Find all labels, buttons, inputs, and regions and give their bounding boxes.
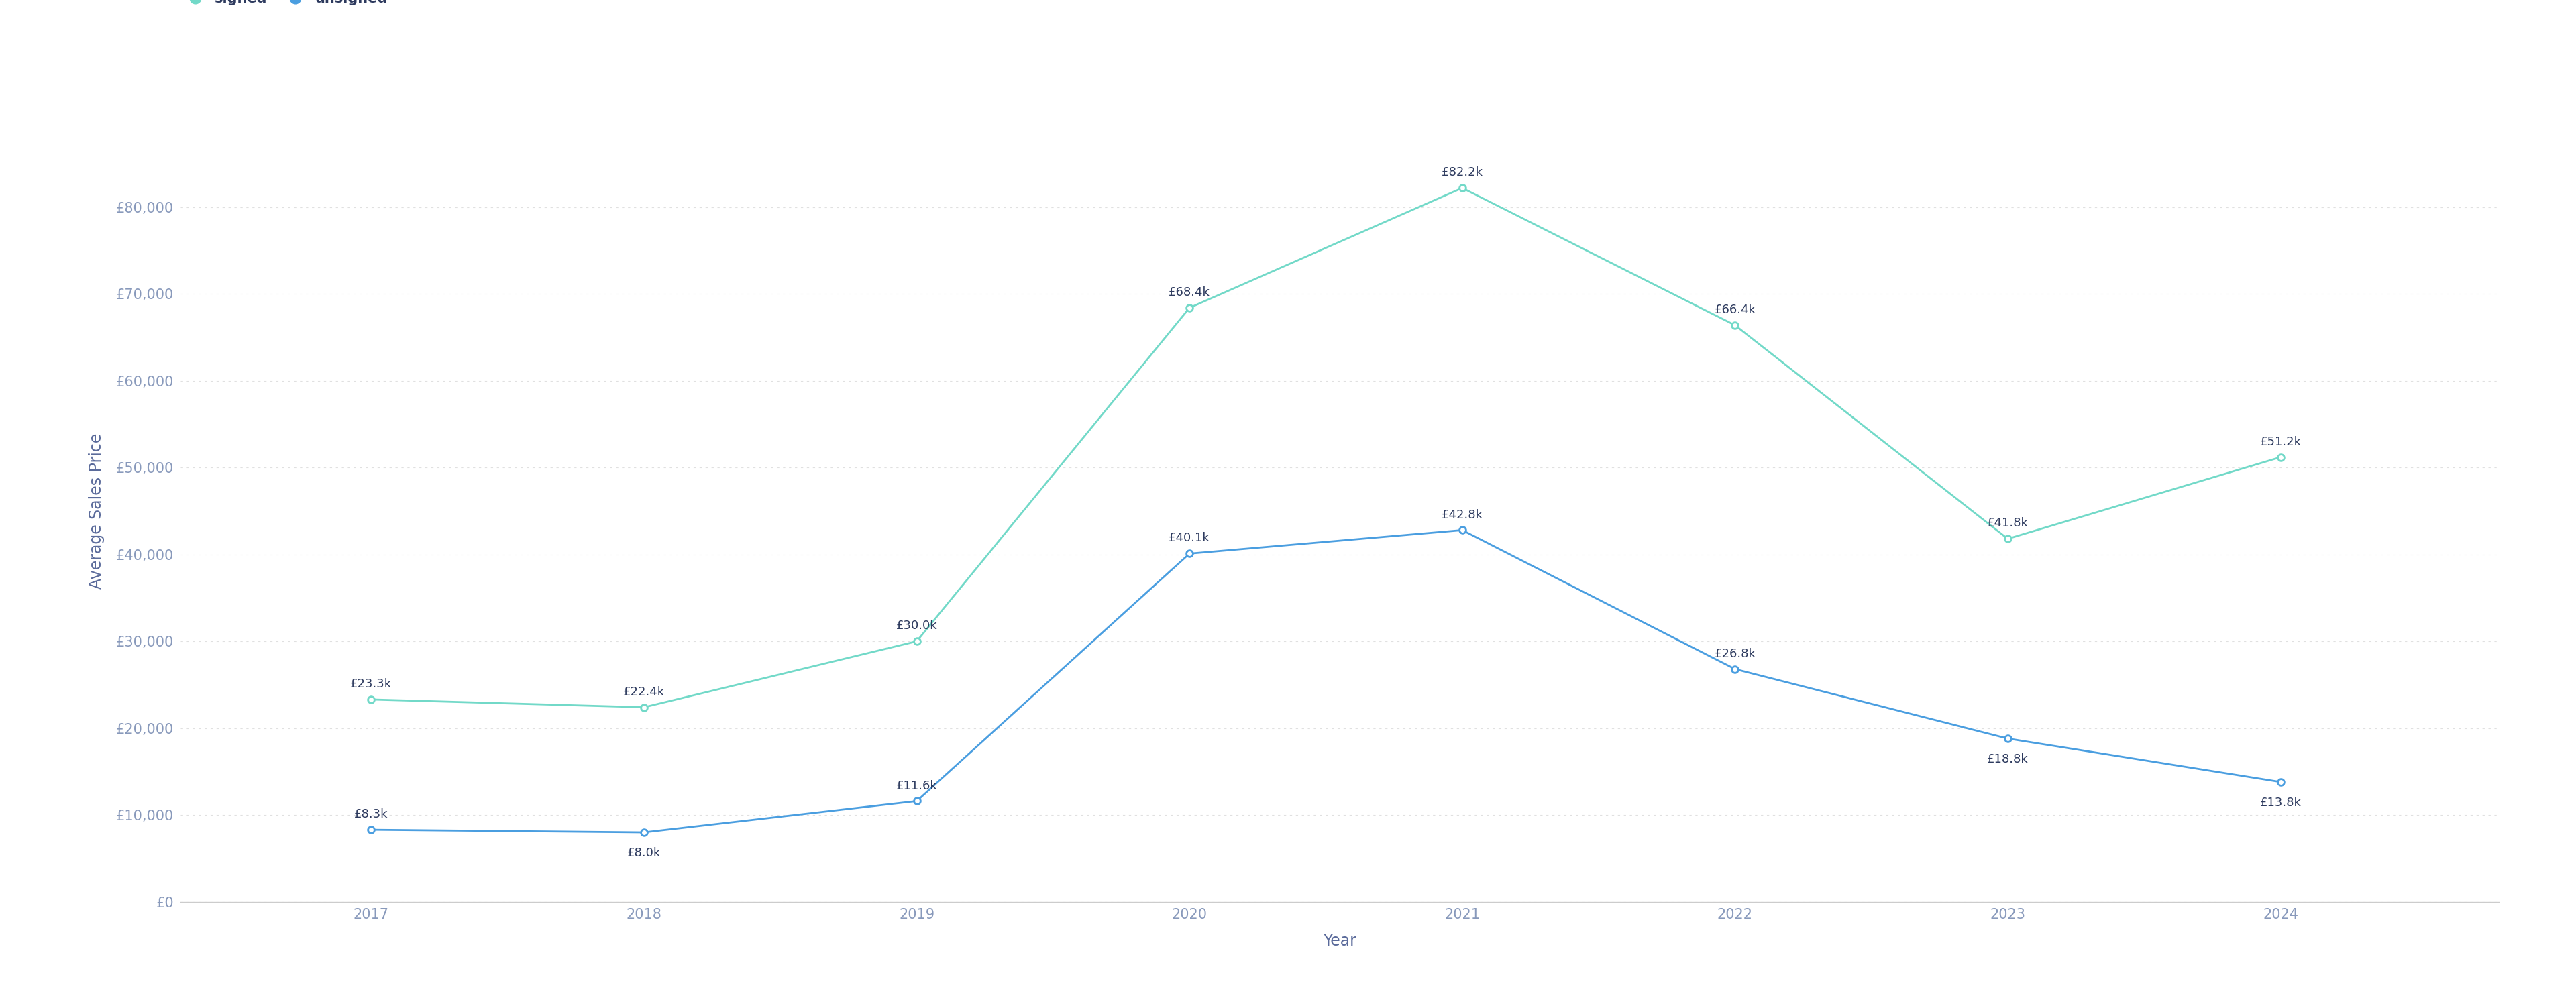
Text: £11.6k: £11.6k <box>896 780 938 792</box>
signed <box>2264 451 2295 463</box>
Line: unsigned: unsigned <box>368 527 2285 836</box>
Text: £13.8k: £13.8k <box>2259 797 2300 809</box>
unsigned <box>1721 663 1752 675</box>
unsigned <box>355 824 386 836</box>
Text: £22.4k: £22.4k <box>623 686 665 698</box>
unsigned <box>1991 732 2022 744</box>
unsigned <box>902 795 933 807</box>
Line: signed: signed <box>368 184 2285 710</box>
Text: £51.2k: £51.2k <box>2259 436 2300 448</box>
Text: £23.3k: £23.3k <box>350 678 392 690</box>
Text: £68.4k: £68.4k <box>1170 287 1211 299</box>
signed <box>1721 320 1752 332</box>
Text: £26.8k: £26.8k <box>1713 647 1757 659</box>
Text: £82.2k: £82.2k <box>1443 166 1484 178</box>
Text: £8.0k: £8.0k <box>626 848 662 860</box>
Text: £18.8k: £18.8k <box>1986 754 2027 766</box>
Text: £66.4k: £66.4k <box>1713 304 1757 316</box>
Text: £42.8k: £42.8k <box>1443 509 1484 521</box>
Legend: signed, unsigned: signed, unsigned <box>175 0 394 11</box>
signed <box>629 701 659 713</box>
Text: £8.3k: £8.3k <box>355 809 389 821</box>
signed <box>1175 302 1206 314</box>
unsigned <box>1175 547 1206 559</box>
X-axis label: Year: Year <box>1324 933 1355 949</box>
Text: £30.0k: £30.0k <box>896 620 938 632</box>
Y-axis label: Average Sales Price: Average Sales Price <box>88 433 106 589</box>
unsigned <box>2264 776 2295 788</box>
unsigned <box>629 827 659 839</box>
unsigned <box>1448 524 1479 536</box>
Text: £40.1k: £40.1k <box>1170 532 1211 544</box>
signed <box>902 635 933 647</box>
signed <box>355 693 386 705</box>
Text: £41.8k: £41.8k <box>1986 517 2027 529</box>
signed <box>1448 182 1479 194</box>
signed <box>1991 533 2022 545</box>
